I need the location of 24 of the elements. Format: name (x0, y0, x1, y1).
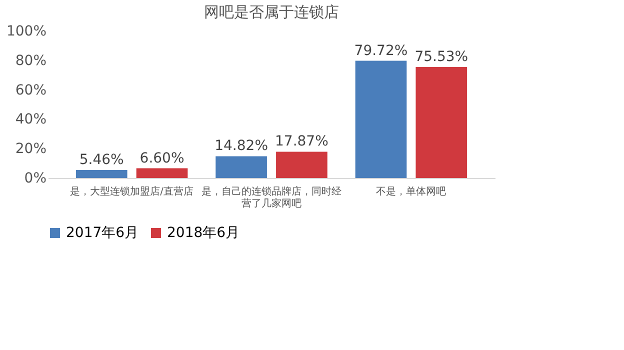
bar (136, 168, 188, 178)
x-tick-label: 不是，单体网吧 (376, 186, 446, 198)
bar (416, 66, 468, 178)
data-label: 75.53% (414, 48, 468, 65)
data-label: 5.46% (79, 152, 124, 168)
data-label: 79.72% (354, 42, 408, 59)
y-tick-label: 20% (15, 141, 46, 158)
bar (276, 152, 328, 178)
y-tick-label: 40% (15, 112, 46, 128)
data-label: 17.87% (275, 134, 328, 150)
x-tick-label: 是，自己的连锁品牌店，同时经营了几家网吧 (202, 186, 342, 210)
bar (76, 170, 128, 178)
data-label: 6.60% (140, 150, 184, 166)
y-tick-label: 60% (15, 82, 46, 98)
chart-title: 网吧是否属于连锁店 (204, 3, 339, 21)
x-tick-label: 是，大型连锁加盟店/直营店 (70, 186, 194, 198)
bar (355, 60, 407, 178)
legend-label: 2017年6月 (66, 225, 139, 241)
y-tick-label: 80% (15, 52, 46, 69)
y-tick-label: 100% (6, 24, 46, 40)
data-label: 14.82% (214, 138, 268, 154)
y-tick-label: 0% (24, 170, 46, 186)
bar (216, 156, 267, 178)
legend-label: 2018年6月 (167, 225, 240, 241)
